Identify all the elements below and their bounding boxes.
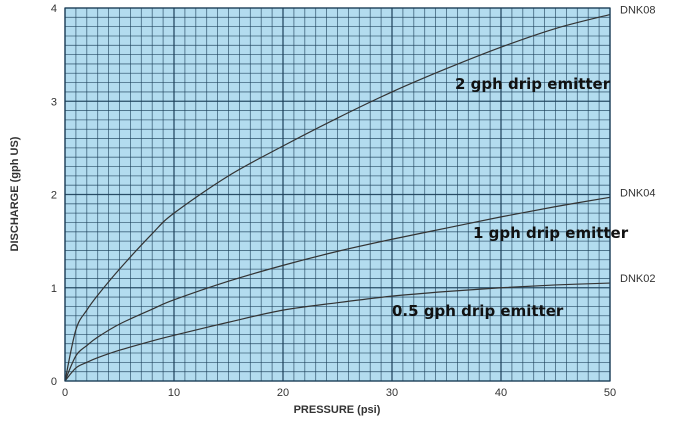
y-tick-label: 3 <box>51 96 57 108</box>
series-label-dnk08: DNK08 <box>620 5 655 17</box>
annotation-dnk04: 1 gph drip emitter <box>473 224 629 242</box>
y-tick-label: 2 <box>51 190 57 202</box>
series-code-labels: DNK08 DNK04 DNK02 <box>620 5 655 286</box>
x-tick-label: 50 <box>604 387 616 399</box>
series-label-dnk02: DNK02 <box>620 273 655 285</box>
series-annotations: 2 gph drip emitter 1 gph drip emitter 0.5 … <box>392 75 629 320</box>
x-tick-label: 20 <box>277 387 289 399</box>
series-curves <box>64 13 611 382</box>
annotation-dnk02: 0.5 gph drip emitter <box>392 302 564 320</box>
series-line-dnk04 <box>64 196 611 382</box>
plot-frame <box>64 7 611 382</box>
x-tick-label: 40 <box>495 387 507 399</box>
x-tick-label: 30 <box>386 387 398 399</box>
y-tick-labels: 0 1 2 3 4 <box>51 3 57 388</box>
y-tick-label: 1 <box>51 283 57 295</box>
x-axis-title: PRESSURE (psi) <box>294 404 381 416</box>
series-line-dnk02 <box>64 282 611 382</box>
x-tick-label: 10 <box>168 387 180 399</box>
y-tick-label: 4 <box>51 3 57 15</box>
y-axis-title: DISCHARGE (gph US) <box>9 136 21 251</box>
x-tick-labels: 0 10 20 30 40 50 <box>62 387 616 399</box>
annotation-dnk08: 2 gph drip emitter <box>455 75 611 93</box>
series-label-dnk04: DNK04 <box>620 187 655 199</box>
y-tick-label: 0 <box>51 376 57 388</box>
x-tick-label: 0 <box>62 387 68 399</box>
series-line-dnk08 <box>64 13 611 382</box>
